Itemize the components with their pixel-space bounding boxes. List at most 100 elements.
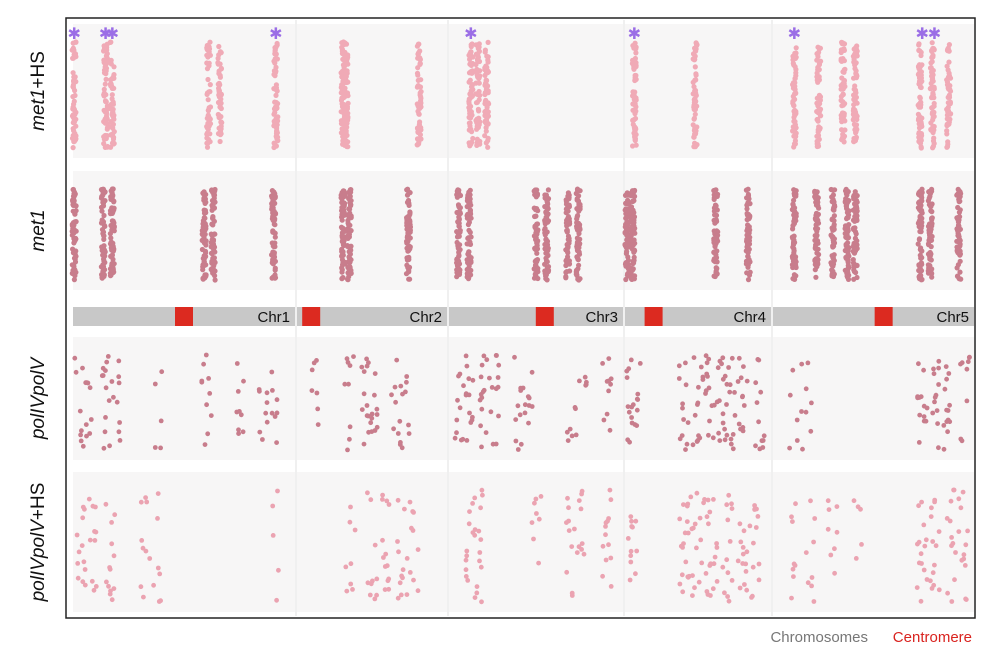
point xyxy=(839,127,845,133)
point xyxy=(545,219,551,225)
point xyxy=(216,52,222,58)
series-chr2-row2 xyxy=(338,186,413,283)
point xyxy=(944,376,949,382)
point xyxy=(714,207,720,213)
point xyxy=(107,231,113,237)
point xyxy=(82,582,88,588)
point xyxy=(70,221,76,228)
point xyxy=(92,538,98,543)
point xyxy=(204,131,210,137)
point xyxy=(403,271,410,277)
point xyxy=(70,145,76,151)
legend-centromere: Centromere xyxy=(893,629,972,646)
point xyxy=(381,555,386,560)
point xyxy=(482,133,488,139)
point xyxy=(854,238,860,244)
point xyxy=(417,56,423,63)
point xyxy=(792,75,798,81)
point xyxy=(476,528,482,534)
point xyxy=(309,388,315,393)
point xyxy=(627,577,633,583)
point xyxy=(717,438,723,443)
point xyxy=(915,220,922,226)
point xyxy=(627,439,632,445)
point xyxy=(474,118,480,124)
point xyxy=(369,415,375,421)
point xyxy=(630,107,636,113)
point xyxy=(711,402,717,408)
point xyxy=(478,537,484,542)
point xyxy=(850,226,857,232)
point xyxy=(215,111,221,118)
point xyxy=(209,207,215,213)
point xyxy=(840,99,846,105)
point xyxy=(756,577,762,583)
point xyxy=(340,250,346,256)
point xyxy=(533,232,539,239)
point xyxy=(344,243,351,249)
point xyxy=(918,272,924,279)
point xyxy=(958,436,964,442)
point xyxy=(626,366,632,372)
point xyxy=(691,134,697,140)
point xyxy=(269,410,275,416)
point xyxy=(210,270,217,276)
point xyxy=(203,352,209,358)
point xyxy=(533,207,539,213)
point xyxy=(683,559,689,565)
point xyxy=(80,365,85,371)
point xyxy=(854,274,860,281)
point xyxy=(792,563,798,568)
point xyxy=(535,275,541,282)
panel-chr3-row3 xyxy=(449,337,623,460)
point xyxy=(264,400,270,405)
point xyxy=(729,355,735,361)
point xyxy=(345,110,351,116)
point xyxy=(815,54,821,60)
point xyxy=(960,489,966,495)
point xyxy=(455,187,461,193)
point xyxy=(919,255,925,261)
point xyxy=(469,70,475,76)
point xyxy=(576,208,582,214)
point xyxy=(102,429,108,435)
point xyxy=(958,361,963,367)
point xyxy=(107,81,113,87)
point xyxy=(402,506,407,512)
point xyxy=(577,378,582,384)
point xyxy=(604,379,610,384)
point xyxy=(348,561,354,567)
point xyxy=(932,499,937,505)
point xyxy=(736,355,742,361)
point xyxy=(99,208,105,214)
point xyxy=(790,566,796,572)
point xyxy=(143,495,149,500)
point xyxy=(478,374,484,380)
point xyxy=(724,432,730,438)
point xyxy=(343,79,349,86)
point xyxy=(101,93,107,99)
point xyxy=(485,54,491,60)
point xyxy=(340,262,346,268)
centromere-chr2 xyxy=(302,307,321,326)
point xyxy=(792,119,798,125)
point xyxy=(944,63,950,69)
point xyxy=(945,429,950,435)
point xyxy=(457,192,464,199)
point xyxy=(572,526,577,532)
star-marker: ✱ xyxy=(464,24,477,43)
point xyxy=(88,417,94,422)
point xyxy=(631,247,638,253)
point xyxy=(346,231,352,237)
point xyxy=(632,40,638,46)
point xyxy=(141,594,146,600)
series-chr5-row2 xyxy=(789,186,964,283)
point xyxy=(361,391,367,397)
chromosome-ideograms: Chr1 Chr2 Chr3 Chr4 Chr5 xyxy=(73,307,974,326)
point xyxy=(488,409,494,415)
panel-chr5-row2 xyxy=(773,171,974,290)
point xyxy=(257,429,263,435)
point xyxy=(745,242,751,249)
point xyxy=(574,245,580,251)
point xyxy=(103,385,109,391)
